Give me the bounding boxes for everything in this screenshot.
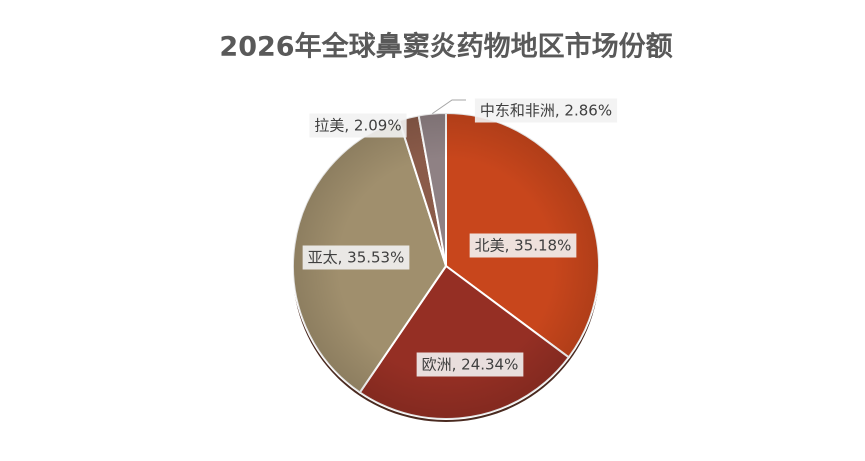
data-label: 拉美, 2.09% (314, 117, 401, 135)
label-box (302, 245, 410, 270)
label-box (416, 352, 524, 377)
data-label: 欧洲, 24.34% (422, 356, 519, 374)
chart-title: 2026年全球鼻窦炎药物地区市场份额 (219, 31, 672, 63)
data-label: 北美, 35.18% (475, 237, 572, 255)
leader-line (431, 99, 466, 115)
data-label: 亚太, 35.53% (308, 249, 405, 267)
label-box (469, 233, 577, 258)
label-box (309, 113, 407, 138)
label-box (474, 98, 618, 123)
data-label: 中东和非洲, 2.86% (480, 102, 612, 120)
